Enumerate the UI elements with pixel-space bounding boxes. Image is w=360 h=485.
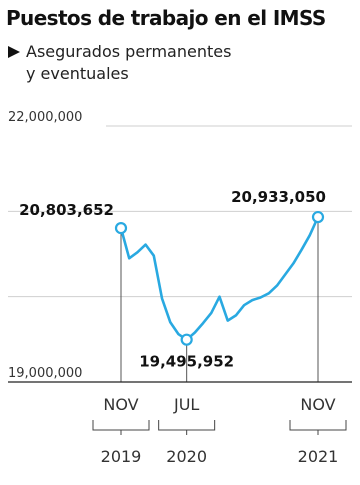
series-line xyxy=(119,215,320,341)
chart-subtitle: Asegurados permanentes y eventuales xyxy=(8,41,348,85)
data-label: 19,495,952 xyxy=(139,353,234,371)
legend-marker-icon xyxy=(8,46,20,58)
year-bracket xyxy=(158,420,216,431)
x-tick-layer: NOV 2019 JUL 2020 NOV 2021 xyxy=(92,395,347,466)
x-tick-year: 2019 xyxy=(101,447,142,466)
subtitle-line-2: y eventuales xyxy=(26,64,129,83)
year-bracket xyxy=(92,420,150,431)
subtitle-line-1: Asegurados permanentes xyxy=(26,42,232,61)
x-tick-year: 2021 xyxy=(298,447,339,466)
data-point-marker xyxy=(311,210,325,224)
chart-title: Puestos de trabajo en el IMSS xyxy=(6,6,326,30)
x-tick-month: NOV xyxy=(300,395,335,414)
data-point-marker xyxy=(180,333,193,346)
y-tick-label: 19,000,000 xyxy=(8,366,82,381)
data-label: 20,933,050 xyxy=(231,188,326,206)
data-point-marker xyxy=(114,221,128,235)
data-label-layer: 20,803,652 19,495,952 20,933,050 xyxy=(19,188,326,371)
x-tick-month: JUL xyxy=(173,395,199,414)
y-tick-layer: 22,000,000 19,000,000 xyxy=(8,110,82,381)
x-tick-month: NOV xyxy=(103,395,138,414)
grid-layer xyxy=(8,125,352,298)
drop-line-layer xyxy=(120,217,319,382)
year-bracket xyxy=(289,420,347,431)
y-tick-label: 22,000,000 xyxy=(8,110,82,125)
data-label: 20,803,652 xyxy=(19,201,114,219)
marker-layer xyxy=(114,210,325,346)
x-tick-year: 2020 xyxy=(166,447,207,466)
